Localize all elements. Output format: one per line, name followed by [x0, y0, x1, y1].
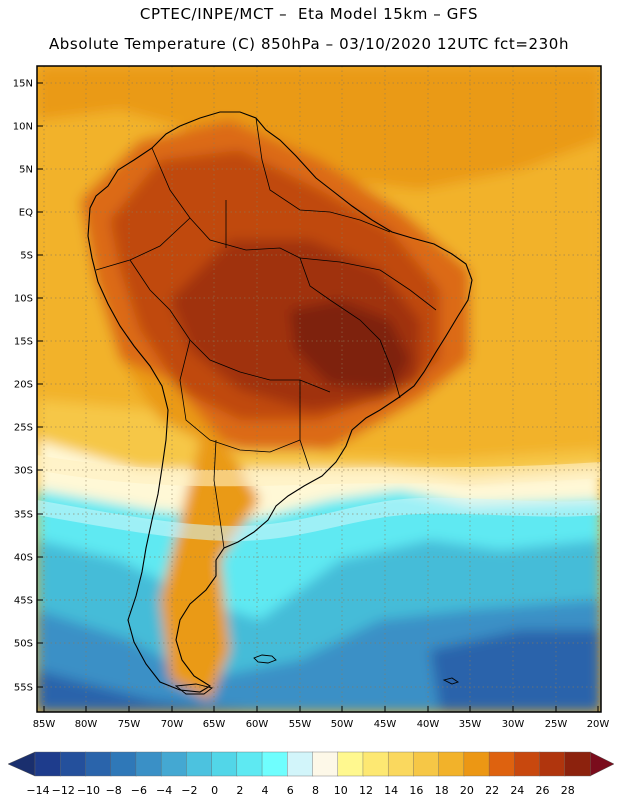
lon-tick-label: 65W [203, 719, 226, 730]
country-border [299, 380, 311, 471]
colorbar-swatch [463, 751, 490, 777]
lon-tick-label: 70W [161, 719, 184, 730]
map-title-line1: CPTEC/INPE/MCT – Eta Model 15km – GFS [139, 5, 479, 23]
lat-tick-label: 15S [14, 337, 33, 348]
colorbar-swatch [362, 751, 389, 777]
colorbar-label: 18 [435, 784, 449, 797]
lat-tick-label: 45S [14, 596, 33, 607]
country-border [95, 217, 191, 271]
country-border [255, 117, 391, 233]
lat-tick-label: 25S [14, 423, 33, 434]
lon-tick-label: 50W [331, 719, 354, 730]
colorbar-label: 0 [211, 784, 218, 797]
colorbar-label: 2 [236, 784, 243, 797]
lat-tick-label: 15N [13, 79, 33, 90]
lat-tick-label: EQ [19, 208, 33, 219]
lat-tick-label: 10N [13, 122, 33, 133]
colorbar-swatch [34, 751, 61, 777]
colorbar-label: 26 [536, 784, 550, 797]
colorbar-label: −8 [106, 784, 122, 797]
colorbar-swatch [413, 751, 440, 777]
lon-tick-label: 25W [545, 719, 568, 730]
lon-tick-label: 80W [75, 719, 98, 730]
south-america-coastline [87, 111, 473, 693]
map-title-line2: Absolute Temperature (C) 850hPa – 03/10/… [48, 35, 570, 53]
colorbar-label: 4 [262, 784, 269, 797]
colorbar-swatch [236, 751, 263, 777]
colorbar-under-arrow [7, 751, 36, 777]
colorbar-swatch [85, 751, 112, 777]
colorbar-label: −14 [26, 784, 49, 797]
colorbar-swatch [488, 751, 516, 777]
colorbar-swatch [438, 751, 465, 777]
colorbar-swatch [387, 751, 415, 777]
lon-tick-label: 75W [118, 719, 141, 730]
lat-tick-label: 55S [14, 683, 33, 694]
longitude-labels: 85W 80W 75W 70W 65W 60W 55W 50W 45W 40W 35W 30W 25W 2… [33, 706, 610, 730]
colorbar-swatch [337, 751, 364, 777]
lat-tick-label: 5N [19, 165, 33, 176]
lat-tick-label: 30S [14, 466, 33, 477]
coastline-borders [87, 111, 473, 695]
colorbar-label: 16 [409, 784, 423, 797]
colorbar-label: 6 [287, 784, 294, 797]
south-georgia-island [442, 677, 460, 685]
map-frame [36, 65, 602, 713]
tierra-del-fuego [174, 683, 214, 695]
country-border [329, 299, 401, 399]
colorbar-label: −10 [77, 784, 100, 797]
lat-tick-label: 35S [14, 510, 33, 521]
color-scale: −14 −12 −10 −8 −6 −4 −2 0 2 4 6 8 10 12 14 16 18 20 22 24 26… [7, 751, 615, 797]
lon-tick-label: 55W [289, 719, 312, 730]
lat-tick-label: 10S [14, 294, 33, 305]
colorbar-label: 22 [485, 784, 499, 797]
latitude-labels: 15N 10N 5N EQ 5S 10S 15S 20S 25S 30S 35S 40S 45S 50S 5… [13, 79, 43, 694]
colorbar-swatch [60, 751, 87, 777]
lat-tick-label: 50S [14, 639, 33, 650]
colorbar-label: −12 [52, 784, 75, 797]
country-border [213, 439, 225, 549]
lon-tick-label: 20W [587, 719, 610, 730]
lat-tick-label: 5S [20, 251, 33, 262]
colorbar-label: 24 [510, 784, 524, 797]
colorbar-swatch [539, 751, 566, 777]
colorbar-swatch [160, 751, 188, 777]
lon-tick-label: 85W [33, 719, 56, 730]
colorbar-label: 14 [384, 784, 398, 797]
lon-tick-label: 30W [502, 719, 525, 730]
colorbar-swatch [261, 751, 288, 777]
colorbar-label: −4 [156, 784, 172, 797]
colorbar-swatch [514, 751, 541, 777]
colorbar-label: −2 [181, 784, 197, 797]
country-border [179, 339, 301, 453]
colorbar-swatch [211, 751, 238, 777]
country-border [151, 147, 331, 301]
colorbar-label: 10 [334, 784, 348, 797]
colorbar-label: 8 [312, 784, 319, 797]
lon-tick-label: 35W [459, 719, 482, 730]
colorbar-over-arrow [589, 751, 615, 777]
lat-tick-label: 40S [14, 553, 33, 564]
country-border [129, 259, 331, 393]
colorbar-swatch [312, 751, 339, 777]
colorbar-swatch [564, 751, 591, 777]
falkland-islands [253, 654, 277, 664]
lon-tick-label: 60W [246, 719, 269, 730]
colorbar-swatch [287, 751, 314, 777]
temperature-field [37, 66, 601, 712]
colorbar-swatch [135, 751, 162, 777]
colorbar-label: 28 [561, 784, 575, 797]
colorbar-label: 12 [359, 784, 373, 797]
colorbar-swatch [186, 751, 213, 777]
lat-tick-label: 20S [14, 380, 33, 391]
lon-tick-label: 40W [417, 719, 440, 730]
colorbar-label: −6 [131, 784, 147, 797]
lon-tick-label: 45W [374, 719, 397, 730]
colorbar-label: 20 [460, 784, 474, 797]
colorbar-swatch [110, 751, 137, 777]
country-border [299, 257, 437, 311]
